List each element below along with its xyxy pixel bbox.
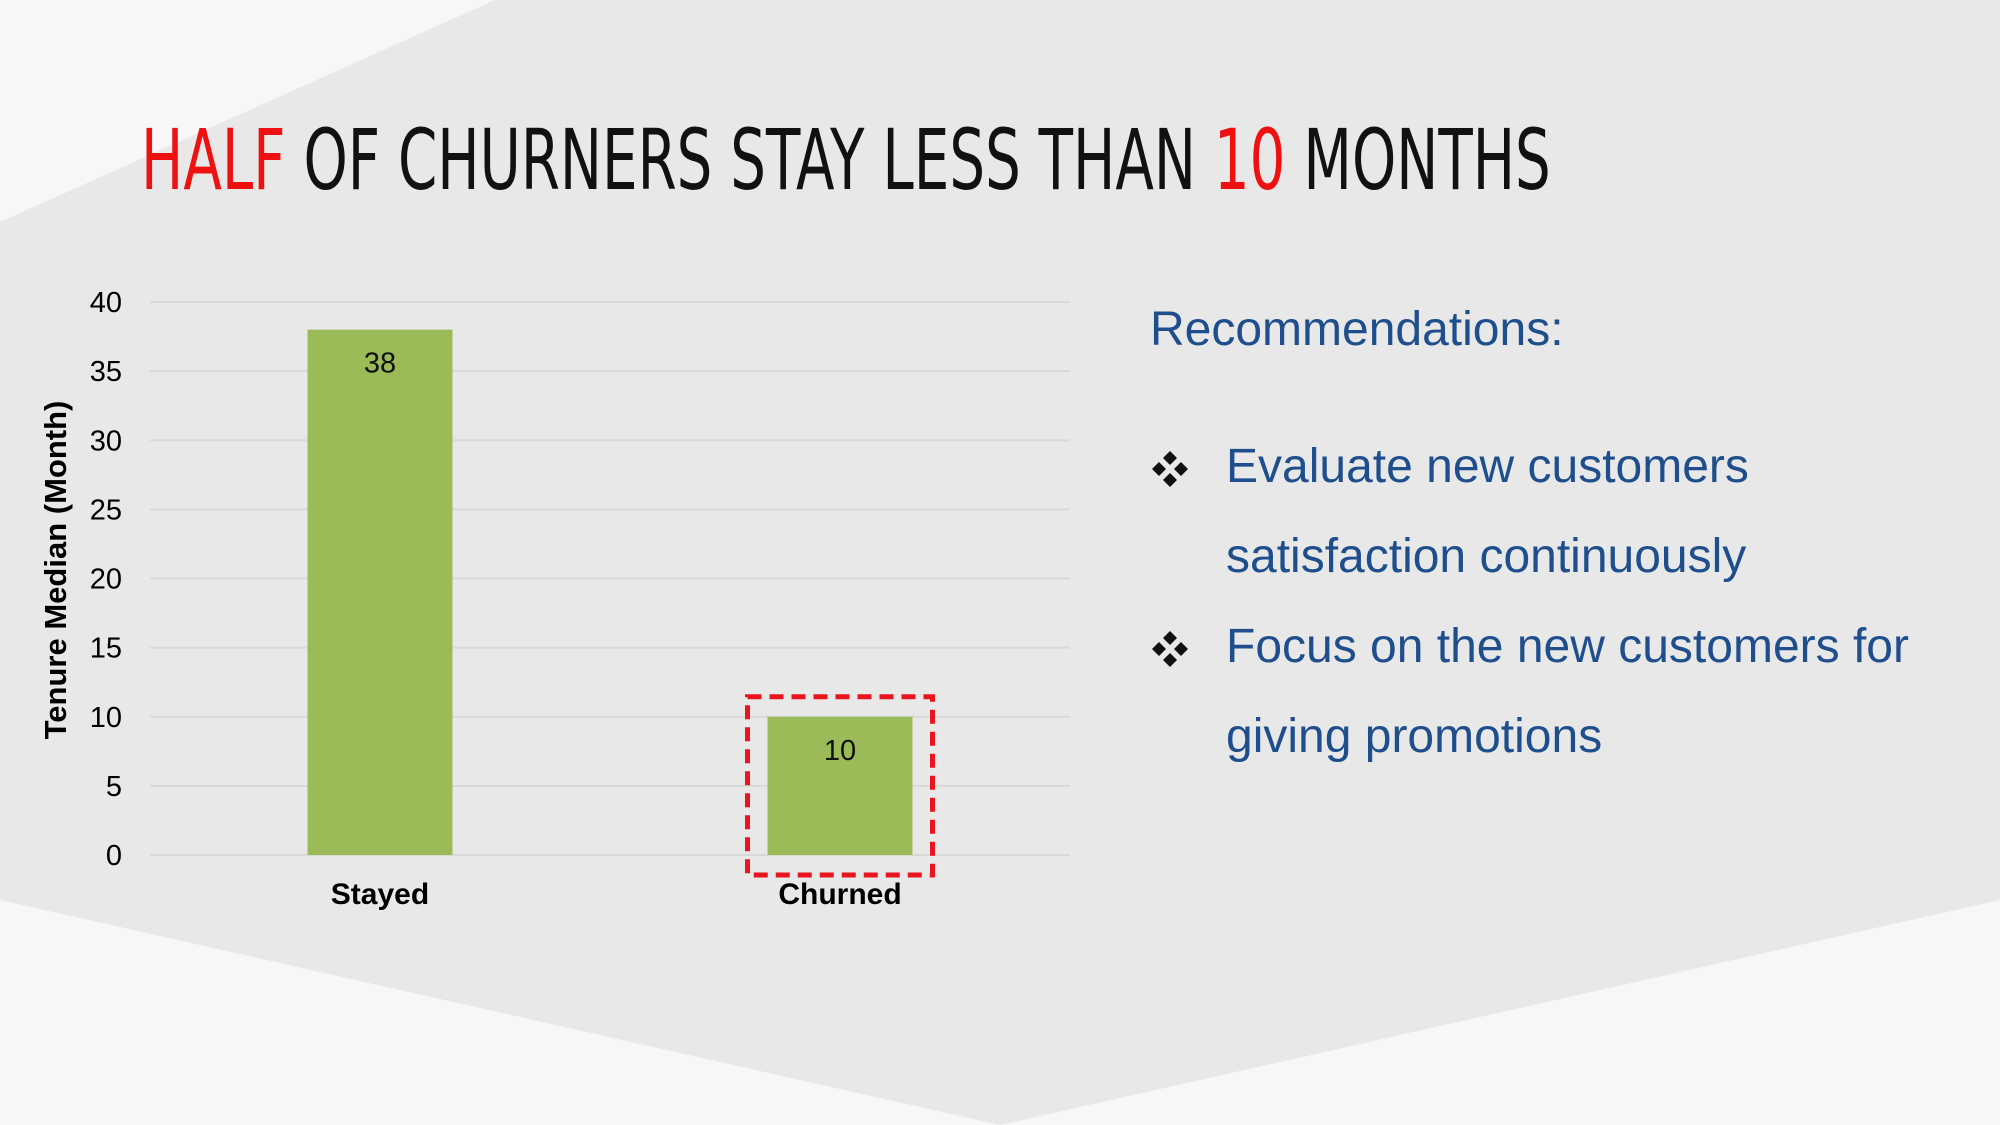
four-diamond-icon (1152, 451, 1188, 487)
data-label: 10 (824, 735, 856, 767)
category-label: Stayed (331, 878, 429, 911)
title-accent-text: 10 (1213, 111, 1286, 209)
recommendation-text: Focus on the new customers for giving pr… (1226, 620, 1909, 763)
title-accent-text: HALF (141, 111, 286, 209)
recommendation-item: Focus on the new customers for giving pr… (1150, 602, 1970, 782)
highlight-box (745, 694, 935, 878)
bar-stayed (307, 329, 453, 855)
y-tick-label: 25 (90, 494, 122, 526)
slide-title: HALF OF CHURNERS STAY LESS THAN 10 MONTH… (141, 118, 1551, 202)
chart-labels: 0 5 10 15 20 25 30 35 40 38 Stayed 10 Churned (90, 287, 902, 911)
y-axis-label: Tenure Median (Month) (38, 401, 73, 740)
data-label: 38 (364, 348, 396, 380)
category-label: Churned (778, 878, 901, 911)
y-tick-label: 35 (90, 356, 122, 388)
y-tick-label: 30 (90, 425, 122, 457)
title-text: OF CHURNERS STAY LESS THAN (285, 111, 1214, 209)
recommendations-heading: Recommendations: (1150, 303, 1564, 356)
y-tick-label: 0 (106, 840, 122, 872)
y-tick-label: 5 (106, 771, 122, 803)
chart-gridlines (150, 301, 1070, 856)
four-diamond-icon (1152, 631, 1188, 667)
y-tick-label: 15 (90, 633, 122, 665)
recommendation-text: Evaluate new customers satisfaction cont… (1226, 440, 1749, 583)
recommendation-item: Evaluate new customers satisfaction cont… (1150, 422, 1970, 602)
y-tick-label: 10 (90, 702, 122, 734)
bar-churned (767, 716, 913, 855)
chart-bars (307, 329, 935, 878)
y-tick-label: 40 (90, 287, 122, 319)
y-tick-label: 20 (90, 564, 122, 596)
title-text: MONTHS (1285, 111, 1551, 209)
recommendations-panel: Recommendations: Evaluate new customers … (1150, 300, 1970, 782)
